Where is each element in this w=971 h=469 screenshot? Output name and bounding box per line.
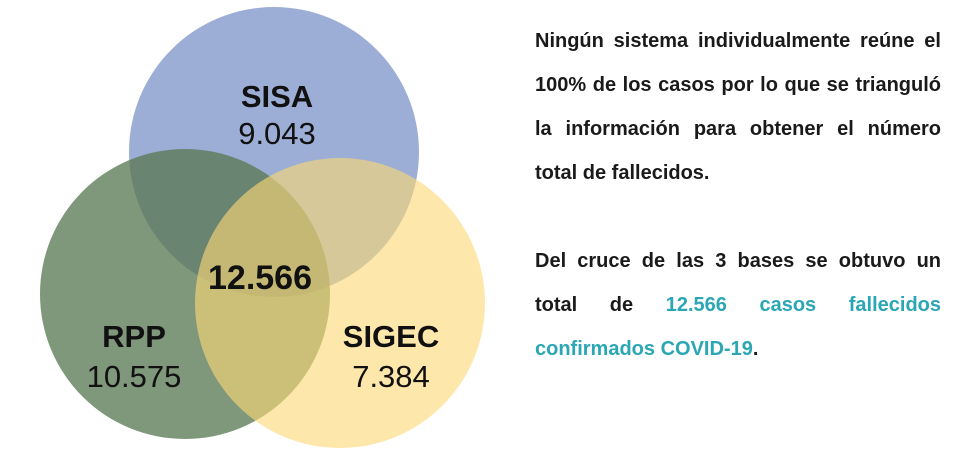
explanation-paragraph-1: Ningún sistema individualmente reúne el …	[535, 30, 941, 184]
sigec-label: SIGEC	[343, 319, 439, 354]
sigec-value: 7.384	[352, 359, 430, 394]
sisa-label: SISA	[241, 79, 313, 114]
paragraph-2-suffix: .	[752, 338, 759, 360]
rpp-label: RPP	[102, 319, 166, 354]
sisa-value: 9.043	[238, 116, 316, 151]
paragraph-2-prefix: Del cruce de las 3 bases se obtuvo un to…	[535, 250, 941, 316]
sigec-circle	[195, 158, 485, 448]
rpp-value: 10.575	[87, 359, 182, 394]
venn-diagram: SISA 9.043 12.566 RPP 10.575 SIGEC 7.384	[40, 7, 485, 448]
explanation-paragraph-2: Del cruce de las 3 bases se obtuvo un to…	[535, 239, 941, 371]
explanation-text: Ningún sistema individualmente reúne el …	[535, 19, 941, 371]
total-count-label: 12.566	[208, 259, 312, 297]
highlighted-total-text: 12.566 casos fallecidos confirmados COVI…	[535, 294, 942, 360]
